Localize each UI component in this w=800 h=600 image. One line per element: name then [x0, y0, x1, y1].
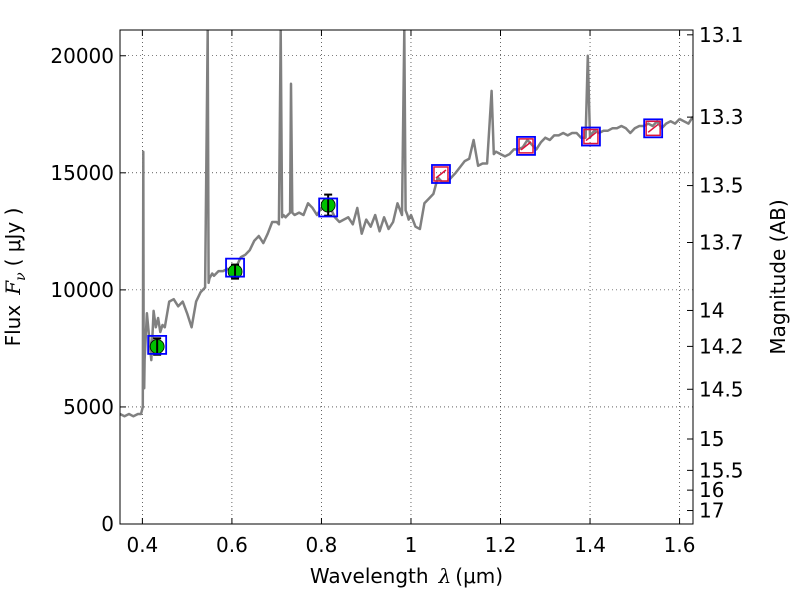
y2-tick-label: 13.1 [699, 23, 744, 47]
upper-limit-marker [645, 120, 661, 137]
y2-tick-label: 14.2 [699, 334, 744, 358]
model-point [318, 197, 339, 218]
y2-tick-label: 13.5 [699, 174, 744, 198]
y-tick-label: 20000 [50, 44, 114, 68]
upper-limit-arrow [585, 131, 597, 142]
y-tick-label: 15000 [50, 161, 114, 185]
model-point [581, 126, 601, 147]
x-tick-label: 1.4 [574, 533, 606, 557]
spectrum-layer [120, 30, 693, 418]
plot-frame [119, 29, 694, 525]
upper-limit-arrow [435, 169, 447, 179]
x-tick-label: 0.4 [126, 533, 158, 557]
markers [147, 118, 664, 356]
x-axis-title: Wavelength λ (μm) [310, 564, 503, 588]
x-tick-label: 1 [405, 533, 418, 557]
y-tick-label: 5000 [63, 395, 114, 419]
y2-tick-label: 15.5 [699, 458, 744, 482]
upper-limit-arrow [647, 123, 659, 133]
x-tick-label: 1.6 [664, 533, 696, 557]
x-tick-label: 0.8 [306, 533, 338, 557]
spectrum-line [120, 30, 693, 418]
y2-tick-label: 16 [699, 478, 724, 502]
upper-limit-marker [433, 166, 449, 182]
upper-limit-marker [518, 138, 534, 154]
y2-tick-label: 13.3 [699, 105, 744, 129]
axis-ticks: 0.4 0.6 0.8 1 1.2 1.4 1.6 0 5000 10000 15000 20000 1… [50, 23, 743, 557]
y-axis-title: FluxFν( μJy ) [1, 208, 29, 347]
model-point [147, 334, 168, 355]
upper-limit-arrow [520, 141, 532, 151]
model-point [516, 135, 536, 156]
model-point [431, 164, 451, 184]
x-tick-label: 1.2 [485, 533, 517, 557]
y2-tick-label: 14 [699, 298, 724, 322]
y2-tick-label: 13.7 [699, 231, 744, 255]
y2-tick-label: 17 [699, 499, 724, 523]
model-point [643, 118, 664, 139]
y2-axis-title: Magnitude (AB) [766, 199, 790, 354]
y-tick-label: 0 [101, 512, 114, 536]
y2-tick-label: 15 [699, 427, 724, 451]
x-tick-label: 0.6 [216, 533, 248, 557]
upper-limit-marker [583, 128, 599, 145]
model-point [225, 257, 245, 278]
y2-tick-label: 14.5 [699, 377, 744, 401]
y-tick-label: 10000 [50, 278, 114, 302]
